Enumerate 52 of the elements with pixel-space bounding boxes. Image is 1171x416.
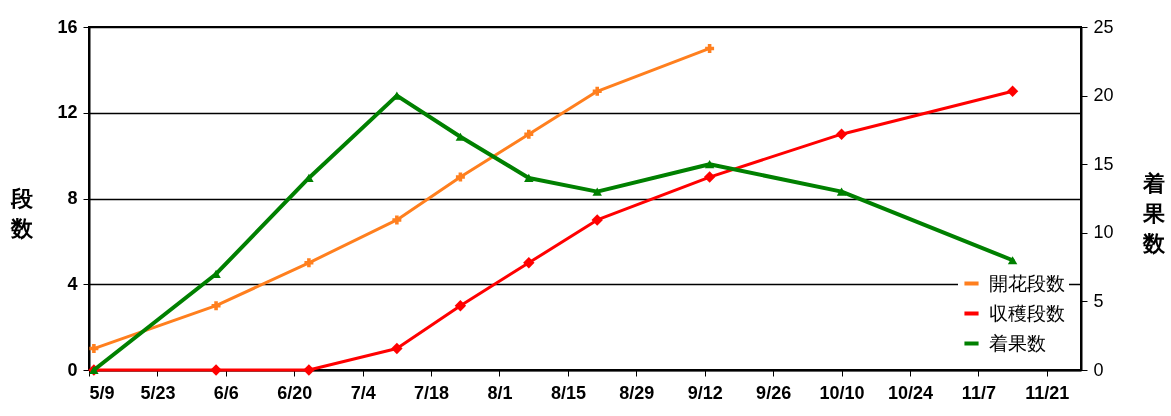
legend-label: 着果数: [989, 332, 1046, 354]
point: [303, 364, 315, 376]
y2-tick-label: 10: [1093, 222, 1114, 243]
y2-tick-label: 20: [1093, 85, 1114, 106]
point: [524, 129, 534, 139]
x-tick-label: 9/12: [687, 382, 723, 403]
point: [1006, 85, 1019, 98]
y2-axis-title: 着果数: [1141, 170, 1166, 256]
x-tick-label: 7/18: [414, 382, 450, 403]
x-tick-label: 10/24: [887, 382, 933, 403]
x-tick-label: 11/7: [961, 382, 996, 403]
y-tick-label: 16: [57, 16, 78, 37]
y-tick-label: 8: [67, 188, 78, 208]
point: [704, 160, 715, 169]
legend-label: 開花段数: [989, 272, 1065, 294]
point: [89, 344, 99, 354]
x-tick-label: 8/1: [487, 382, 513, 403]
y-tick-label: 0: [67, 359, 78, 380]
y2-tick-label: 0: [1093, 359, 1104, 380]
point: [392, 215, 402, 225]
x-tick-label: 11/21: [1025, 382, 1070, 403]
x-tick-label: 6/6: [213, 382, 239, 403]
x-tick-label: 5/23: [140, 382, 176, 403]
x-tick-label: 9/26: [756, 382, 792, 403]
point: [304, 258, 314, 268]
point: [524, 173, 534, 183]
y-tick-label: 4: [67, 273, 78, 294]
point: [391, 342, 403, 355]
point: [523, 257, 535, 269]
point: [835, 128, 848, 140]
x-tick-label: 10/10: [819, 382, 865, 403]
y-axis-title: 段数: [9, 185, 34, 241]
point: [454, 299, 467, 312]
x-tick-label: 7/4: [350, 382, 376, 403]
y2-tick-label: 25: [1093, 16, 1114, 37]
point: [592, 86, 602, 96]
point: [591, 214, 603, 226]
point: [592, 187, 602, 196]
legend-label: 収穫段数: [989, 302, 1065, 324]
x-tick-label: 8/29: [619, 382, 655, 403]
y2-tick-label: 15: [1093, 153, 1114, 174]
point: [703, 171, 716, 183]
y2-tick-label: 5: [1093, 290, 1104, 311]
x-tick-label: 8/15: [550, 382, 586, 403]
point: [211, 301, 221, 311]
point: [1007, 256, 1018, 265]
point: [210, 364, 222, 376]
y-tick-label: 12: [57, 102, 78, 123]
point: [455, 172, 465, 182]
x-tick-label: 6/20: [277, 382, 313, 403]
point: [836, 187, 847, 196]
x-tick-label: 5/9: [89, 382, 115, 403]
